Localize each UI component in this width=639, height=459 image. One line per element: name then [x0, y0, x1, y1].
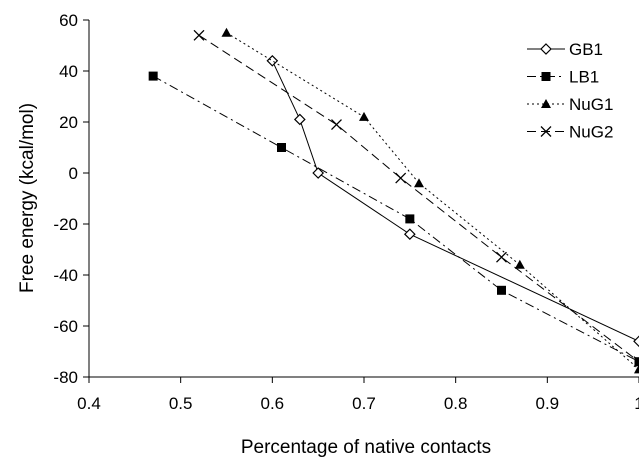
- data-point-nug1: [221, 27, 232, 37]
- data-point-gb1: [312, 167, 325, 179]
- x-tick-label: 1: [634, 394, 639, 413]
- x-tick-label: 0.8: [444, 394, 468, 413]
- data-point-nug1: [414, 178, 424, 188]
- axis-ticks: -80 -60 -40 -20 0 20 40 60 0.4 0.5 0.6 0.7 0.8 0.9 1: [53, 11, 639, 413]
- y-tick-label: -60: [53, 317, 78, 336]
- data-point-nug2: [633, 356, 639, 368]
- data-point-nug1: [514, 259, 525, 269]
- series-nug2: [193, 29, 639, 368]
- x-tick-label: 0.6: [261, 394, 285, 413]
- series-nug1: [221, 27, 639, 374]
- data-point-nug2: [331, 119, 342, 131]
- series-line-lb1: [152, 75, 639, 363]
- axes: [88, 20, 639, 378]
- data-point-nug1: [359, 111, 369, 121]
- legend-marker-nug2: [540, 126, 552, 137]
- y-tick-label: 0: [69, 164, 78, 183]
- y-tick-label: 20: [59, 113, 78, 132]
- legend-item-nug2: NuG2: [527, 123, 613, 142]
- legend-label-lb1: LB1: [569, 68, 599, 87]
- legend-item-lb1: LB1: [527, 68, 599, 87]
- series-lines: [148, 27, 639, 374]
- data-point-lb1: [497, 285, 506, 295]
- y-tick-label: -20: [53, 215, 78, 234]
- legend-marker-lb1: [541, 72, 551, 81]
- y-axis-title: Free energy (kcal/mol): [17, 103, 38, 293]
- series-gb1: [266, 54, 639, 348]
- y-tick-label: 60: [59, 11, 78, 30]
- series-lb1: [148, 71, 639, 367]
- data-point-lb1: [405, 214, 415, 224]
- legend-marker-gb1: [540, 43, 552, 55]
- y-tick-label: -40: [53, 266, 78, 285]
- legend-marker-nug1: [541, 99, 551, 108]
- legend-label-nug2: NuG2: [569, 123, 613, 142]
- data-point-lb1: [634, 357, 639, 367]
- legend-label-nug1: NuG1: [569, 95, 613, 114]
- x-tick-label: 0.4: [77, 394, 101, 413]
- data-point-gb1: [403, 228, 416, 241]
- data-point-nug1: [634, 364, 639, 374]
- data-point-gb1: [293, 113, 306, 126]
- y-tick-label: 40: [59, 62, 78, 81]
- x-axis-title: Percentage of native contacts: [241, 437, 491, 458]
- x-tick-label: 0.7: [352, 394, 376, 413]
- data-point-nug2: [193, 29, 205, 41]
- data-point-nug2: [496, 251, 507, 263]
- y-tick-label: -80: [53, 368, 78, 387]
- data-point-lb1: [277, 143, 286, 152]
- x-tick-label: 0.5: [169, 394, 193, 413]
- legend-label-gb1: GB1: [569, 40, 603, 59]
- legend: GB1 LB1 NuG1 NuG2: [527, 40, 613, 142]
- data-point-gb1: [266, 54, 279, 67]
- data-point-gb1: [633, 335, 639, 348]
- legend-item-gb1: GB1: [527, 40, 603, 59]
- data-point-lb1: [148, 71, 158, 81]
- x-tick-label: 0.9: [536, 394, 560, 413]
- data-point-nug2: [395, 172, 407, 184]
- legend-item-nug1: NuG1: [527, 95, 613, 114]
